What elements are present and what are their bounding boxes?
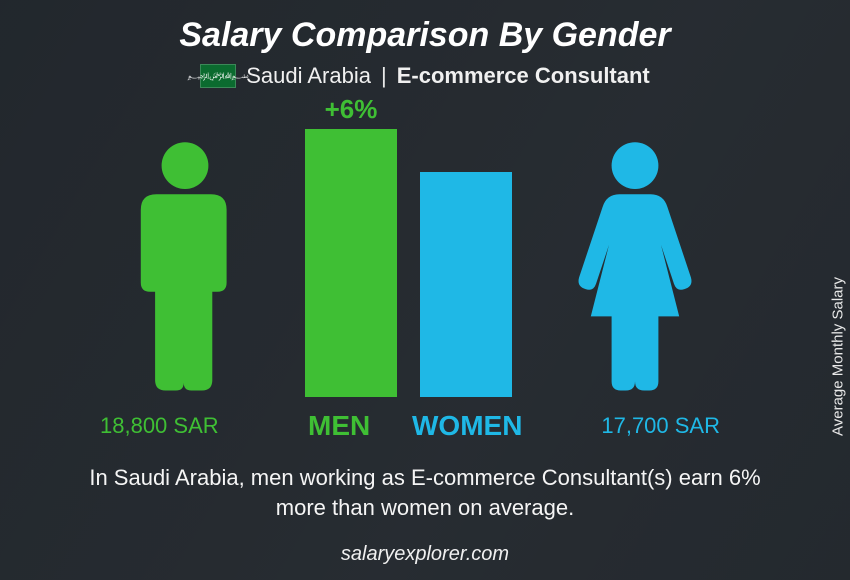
country-label: Saudi Arabia [246, 63, 371, 89]
separator: | [381, 63, 387, 89]
salary-women: 17,700 SAR [601, 413, 720, 439]
person-female-svg [560, 137, 710, 397]
header: Salary Comparison By Gender ﷽ Saudi Arab… [0, 0, 850, 89]
bottom-labels: 18,800 SAR MEN WOMEN 17,700 SAR [0, 399, 850, 439]
gender-label-men: MEN [308, 410, 370, 442]
footer-text: salaryexplorer.com [0, 543, 850, 566]
salary-men: 18,800 SAR [100, 413, 219, 439]
female-figure-icon [560, 137, 710, 397]
bar-women [420, 172, 512, 397]
bar-men-fill [305, 129, 397, 397]
subheader: ﷽ Saudi Arabia | E-commerce Consultant [0, 63, 850, 89]
flag-glyph: ﷽ [188, 72, 249, 80]
gender-label-women: WOMEN [412, 410, 522, 442]
summary-text: In Saudi Arabia, men working as E-commer… [85, 463, 765, 522]
role-label: E-commerce Consultant [397, 63, 650, 89]
person-male-svg [110, 137, 260, 397]
male-figure-icon [110, 137, 260, 397]
infographic-container: Salary Comparison By Gender ﷽ Saudi Arab… [0, 0, 850, 580]
bar-men: +6% [305, 129, 397, 397]
page-title: Salary Comparison By Gender [0, 16, 850, 55]
flag-icon: ﷽ [200, 64, 236, 88]
bar-women-fill [420, 172, 512, 397]
chart-area: Average Monthly Salary +6% [0, 97, 850, 457]
diff-label-men: +6% [325, 94, 378, 129]
